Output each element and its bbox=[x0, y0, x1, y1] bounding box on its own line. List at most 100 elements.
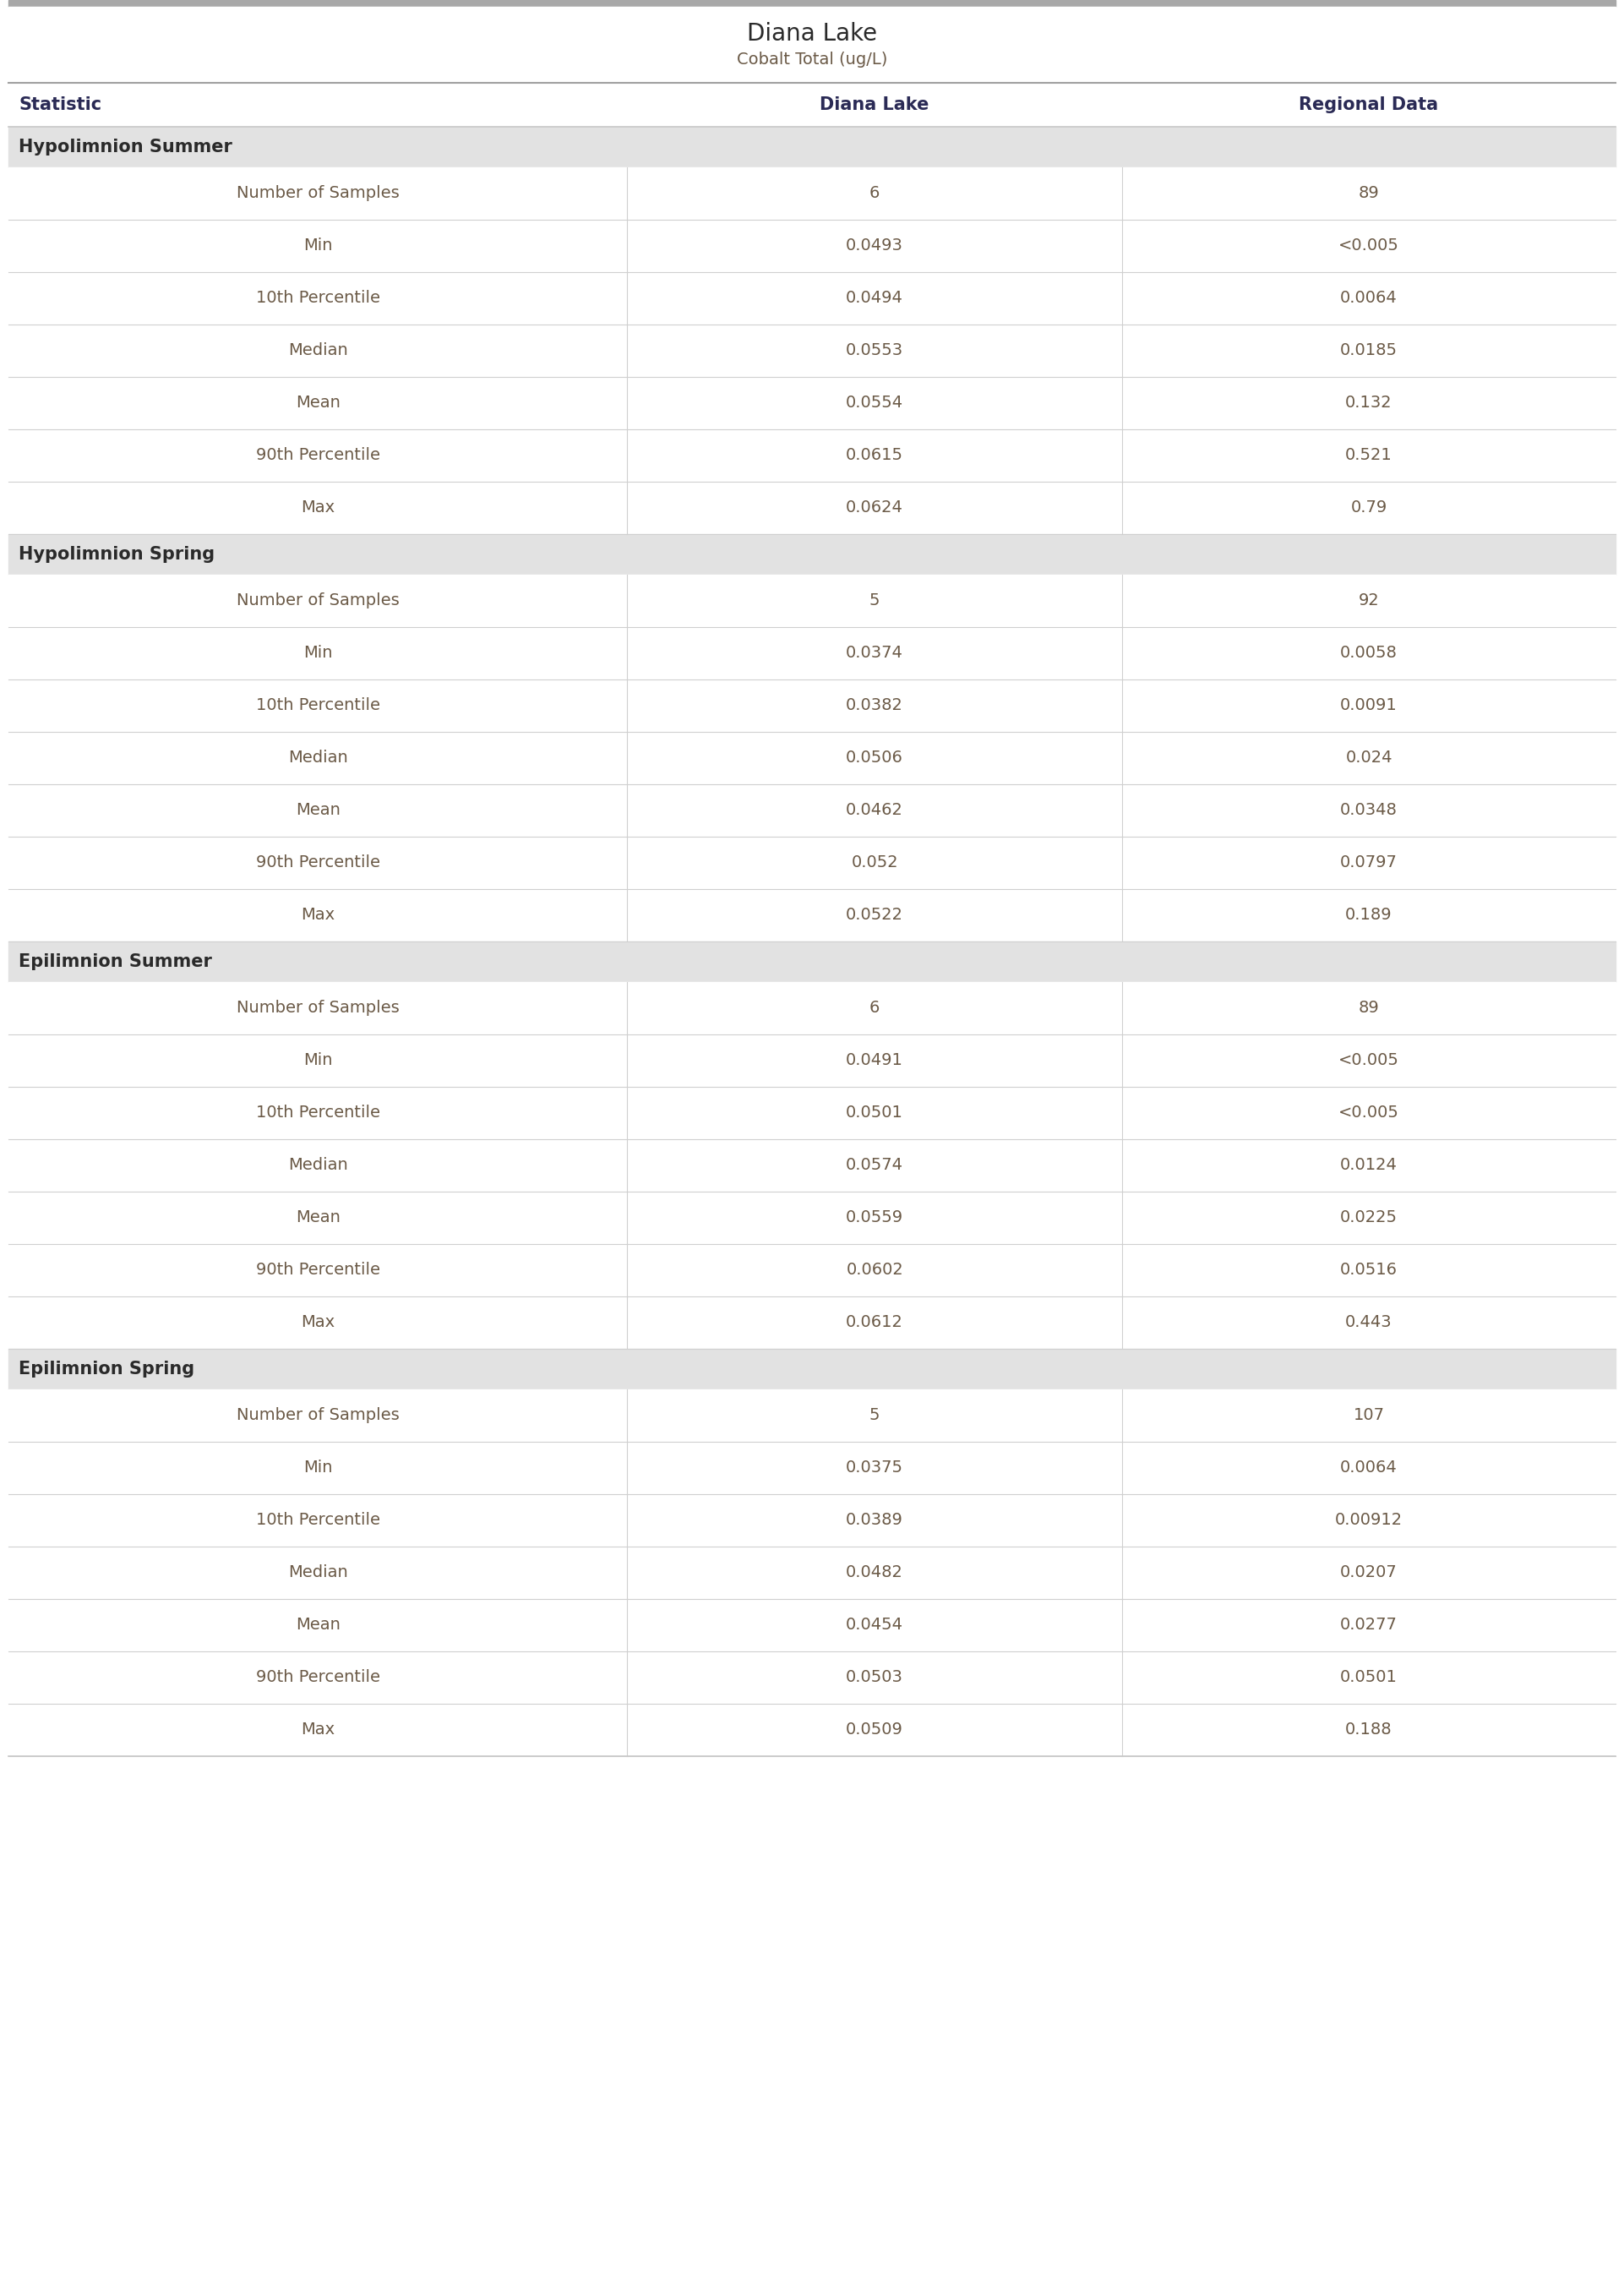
Text: 0.0389: 0.0389 bbox=[846, 1512, 903, 1528]
Text: 0.0602: 0.0602 bbox=[846, 1262, 903, 1278]
Text: 0.0382: 0.0382 bbox=[846, 697, 903, 713]
Bar bbox=[8, 1389, 1616, 1441]
Text: 0.79: 0.79 bbox=[1351, 499, 1387, 515]
Bar bbox=[8, 533, 1616, 574]
Text: 0.0225: 0.0225 bbox=[1340, 1210, 1398, 1226]
Text: 0.0277: 0.0277 bbox=[1340, 1616, 1398, 1632]
Text: 6: 6 bbox=[869, 1001, 880, 1017]
Bar bbox=[8, 1192, 1616, 1244]
Text: 0.0454: 0.0454 bbox=[846, 1616, 903, 1632]
Text: Number of Samples: Number of Samples bbox=[237, 186, 400, 202]
Text: <0.005: <0.005 bbox=[1338, 1105, 1400, 1121]
Bar bbox=[8, 1035, 1616, 1087]
Text: 0.0553: 0.0553 bbox=[846, 343, 903, 359]
Text: Mean: Mean bbox=[296, 801, 339, 819]
Text: 0.0624: 0.0624 bbox=[846, 499, 903, 515]
Text: 0.0375: 0.0375 bbox=[846, 1460, 903, 1476]
Text: 0.024: 0.024 bbox=[1345, 749, 1392, 765]
Text: 0.00912: 0.00912 bbox=[1335, 1512, 1403, 1528]
Text: 10th Percentile: 10th Percentile bbox=[255, 1512, 380, 1528]
Text: Regional Data: Regional Data bbox=[1299, 95, 1439, 114]
Text: Max: Max bbox=[300, 499, 335, 515]
Text: Min: Min bbox=[304, 645, 333, 661]
Text: 0.0374: 0.0374 bbox=[846, 645, 903, 661]
Text: 0.0506: 0.0506 bbox=[846, 749, 903, 765]
Text: Median: Median bbox=[287, 749, 348, 765]
Text: Hypolimnion Spring: Hypolimnion Spring bbox=[18, 547, 214, 563]
Bar bbox=[8, 1705, 1616, 1757]
Text: 10th Percentile: 10th Percentile bbox=[255, 1105, 380, 1121]
Bar bbox=[8, 1296, 1616, 1348]
Text: Hypolimnion Summer: Hypolimnion Summer bbox=[18, 138, 232, 157]
Bar bbox=[8, 127, 1616, 168]
Text: 0.0482: 0.0482 bbox=[846, 1564, 903, 1580]
Text: 0.0058: 0.0058 bbox=[1340, 645, 1398, 661]
Text: Mean: Mean bbox=[296, 1616, 339, 1632]
Text: 90th Percentile: 90th Percentile bbox=[255, 1262, 380, 1278]
Text: 0.132: 0.132 bbox=[1345, 395, 1392, 411]
Text: 92: 92 bbox=[1358, 592, 1379, 608]
Bar bbox=[8, 272, 1616, 325]
Text: Statistic: Statistic bbox=[18, 95, 101, 114]
Text: 0.0124: 0.0124 bbox=[1340, 1158, 1398, 1174]
Text: 0.0615: 0.0615 bbox=[846, 447, 903, 463]
Text: 0.0491: 0.0491 bbox=[846, 1053, 903, 1069]
Bar bbox=[8, 942, 1616, 983]
Bar bbox=[8, 325, 1616, 377]
Text: 89: 89 bbox=[1358, 186, 1379, 202]
Text: 0.0462: 0.0462 bbox=[846, 801, 903, 819]
Bar bbox=[8, 890, 1616, 942]
Text: Min: Min bbox=[304, 238, 333, 254]
Bar bbox=[8, 1348, 1616, 1389]
Text: 107: 107 bbox=[1353, 1407, 1385, 1423]
Bar bbox=[8, 838, 1616, 890]
Text: 0.0501: 0.0501 bbox=[1340, 1668, 1398, 1687]
Text: Mean: Mean bbox=[296, 1210, 339, 1226]
Text: 90th Percentile: 90th Percentile bbox=[255, 447, 380, 463]
Bar bbox=[8, 82, 1616, 127]
Text: 0.0559: 0.0559 bbox=[846, 1210, 903, 1226]
Bar bbox=[8, 168, 1616, 220]
Bar bbox=[8, 679, 1616, 731]
Text: Number of Samples: Number of Samples bbox=[237, 1407, 400, 1423]
Text: 0.521: 0.521 bbox=[1345, 447, 1392, 463]
Text: Mean: Mean bbox=[296, 395, 339, 411]
Text: 0.443: 0.443 bbox=[1345, 1314, 1392, 1330]
Bar bbox=[8, 574, 1616, 627]
Text: Epilimnion Summer: Epilimnion Summer bbox=[18, 953, 213, 969]
Text: 0.0494: 0.0494 bbox=[846, 291, 903, 306]
Bar bbox=[8, 1546, 1616, 1598]
Text: 0.0516: 0.0516 bbox=[1340, 1262, 1398, 1278]
Text: Max: Max bbox=[300, 908, 335, 924]
Text: Epilimnion Spring: Epilimnion Spring bbox=[18, 1360, 195, 1378]
Bar bbox=[8, 7, 1616, 82]
Bar bbox=[8, 783, 1616, 838]
Text: 0.0509: 0.0509 bbox=[846, 1723, 903, 1739]
Text: <0.005: <0.005 bbox=[1338, 1053, 1400, 1069]
Text: 0.0612: 0.0612 bbox=[846, 1314, 903, 1330]
Text: 0.052: 0.052 bbox=[851, 856, 898, 872]
Text: <0.005: <0.005 bbox=[1338, 238, 1400, 254]
Text: 0.0064: 0.0064 bbox=[1340, 1460, 1398, 1476]
Bar bbox=[8, 220, 1616, 272]
Text: 0.188: 0.188 bbox=[1345, 1723, 1392, 1739]
Text: Number of Samples: Number of Samples bbox=[237, 592, 400, 608]
Text: 0.0522: 0.0522 bbox=[846, 908, 903, 924]
Bar bbox=[8, 481, 1616, 533]
Text: 0.0185: 0.0185 bbox=[1340, 343, 1398, 359]
Bar bbox=[8, 0, 1616, 7]
Bar bbox=[8, 429, 1616, 481]
Text: Cobalt Total (ug/L): Cobalt Total (ug/L) bbox=[737, 52, 887, 68]
Text: Min: Min bbox=[304, 1460, 333, 1476]
Text: 0.0501: 0.0501 bbox=[846, 1105, 903, 1121]
Text: Median: Median bbox=[287, 1564, 348, 1580]
Text: 0.0348: 0.0348 bbox=[1340, 801, 1398, 819]
Bar bbox=[8, 1650, 1616, 1705]
Text: 6: 6 bbox=[869, 186, 880, 202]
Bar bbox=[8, 627, 1616, 679]
Text: 0.189: 0.189 bbox=[1345, 908, 1392, 924]
Text: Number of Samples: Number of Samples bbox=[237, 1001, 400, 1017]
Bar bbox=[8, 731, 1616, 783]
Text: 0.0493: 0.0493 bbox=[846, 238, 903, 254]
Text: 0.0091: 0.0091 bbox=[1340, 697, 1398, 713]
